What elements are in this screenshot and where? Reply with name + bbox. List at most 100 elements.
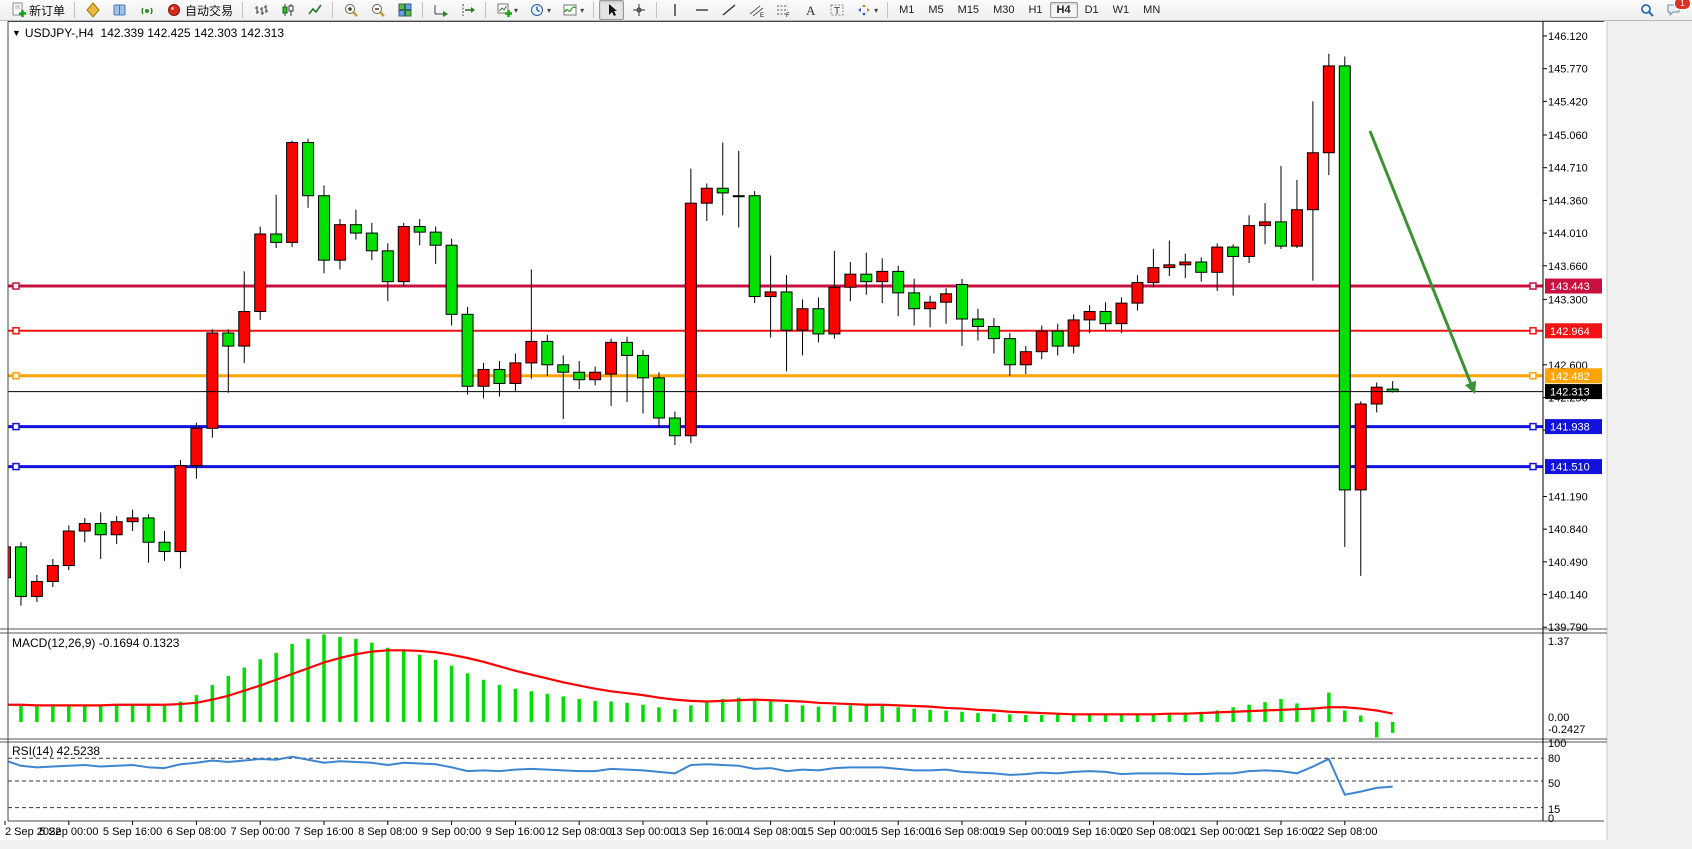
dropdown-caret-icon[interactable]: ▾ (547, 5, 552, 15)
clock-icon (528, 2, 545, 18)
window-right-margin (1607, 21, 1692, 849)
macd-histogram-bar (465, 673, 470, 722)
vline-button[interactable] (662, 0, 687, 20)
price-flag-label: 142.964 (1550, 326, 1590, 338)
new-chart-button[interactable]: ▾ (491, 0, 522, 20)
hline-handle[interactable] (1529, 422, 1537, 431)
price-axis[interactable]: 142.250141.900146.120145.770145.420145.0… (1543, 31, 1602, 634)
price-tick-label: 145.420 (1548, 96, 1588, 108)
new-order-button[interactable]: 新订单 (5, 0, 69, 20)
candle-body (1147, 267, 1160, 284)
macd-histogram-bar (1263, 702, 1267, 722)
search-button[interactable] (1634, 0, 1659, 20)
text-button[interactable]: A (797, 0, 822, 20)
hline-handle[interactable] (1529, 372, 1537, 380)
hline-button[interactable] (689, 0, 714, 20)
time-tick-label: 8 Sep 08:00 (358, 826, 417, 838)
timeframe-w1-button[interactable]: W1 (1112, 4, 1130, 16)
profile-button[interactable] (80, 0, 105, 20)
trend-arrow-object[interactable] (1368, 130, 1477, 394)
candle-body (1131, 282, 1144, 304)
arrow-head[interactable] (1464, 380, 1477, 394)
macd-histogram-bar (752, 698, 757, 722)
time-tick-label: 6 Sep 08:00 (167, 826, 226, 838)
macd-histogram-bar (625, 702, 629, 722)
timeframe-h1-button[interactable]: H1 (1028, 4, 1043, 16)
fibonacci-button[interactable]: F (770, 0, 795, 20)
macd-histogram-bar (481, 679, 486, 722)
zoom-in-icon (342, 2, 359, 18)
candle-body (238, 311, 251, 347)
notifications-button[interactable]: 1 (1661, 0, 1691, 20)
chart-canvas[interactable]: 142.250141.900146.120145.770145.420145.0… (0, 21, 1692, 849)
macd-histogram-bar (721, 698, 725, 722)
new-order-icon (9, 2, 26, 18)
candle-body (987, 325, 1000, 340)
macd-histogram-bar (51, 706, 55, 722)
candle-body (1243, 225, 1256, 257)
auto-trading-button[interactable]: 自动交易 (161, 0, 237, 20)
line-chart-button[interactable] (302, 0, 327, 20)
timeframe-m15-button[interactable]: M15 (957, 4, 980, 16)
arrow-shaft[interactable] (1368, 130, 1472, 384)
zoom-out-icon (369, 2, 386, 18)
rsi-axis-50: 50 (1548, 778, 1560, 790)
timeframe-h4-button[interactable]: H4 (1049, 2, 1078, 18)
hline-handle[interactable] (12, 372, 20, 380)
timeframe-m1-button[interactable]: M1 (899, 4, 915, 16)
candle-body (1179, 261, 1192, 266)
auto-scroll-button[interactable] (428, 0, 453, 20)
hline-handle[interactable] (1529, 462, 1537, 471)
dropdown-caret-icon[interactable]: ▾ (874, 5, 879, 15)
hline-handle[interactable] (1529, 282, 1537, 290)
macd-histogram-bar (689, 705, 693, 722)
arrows-button[interactable]: ▾ (851, 0, 882, 20)
macd-histogram-bar (370, 642, 374, 722)
candle-chart-button[interactable] (275, 0, 300, 20)
hline-handle[interactable] (12, 282, 20, 290)
market-watch-button[interactable] (107, 0, 132, 20)
template-button[interactable]: ▾ (557, 0, 588, 20)
timeframe-mn-button[interactable]: MN (1143, 4, 1161, 16)
candle-body (876, 270, 889, 283)
cursor-button[interactable] (599, 0, 625, 20)
zoom-out-button[interactable] (365, 0, 390, 20)
zoom-in-button[interactable] (338, 0, 363, 20)
line-chart-icon (306, 2, 323, 18)
dropdown-caret-icon[interactable]: ▾ (514, 5, 519, 15)
channel-icon: E (747, 2, 764, 19)
candle-body (844, 273, 857, 288)
candle-body (764, 291, 777, 298)
svg-text:F: F (786, 13, 790, 18)
hline-handle[interactable] (1529, 327, 1537, 335)
macd-histogram-bar (561, 696, 565, 722)
dropdown-caret-icon[interactable]: ▾ (580, 5, 585, 15)
price-tick-label: 144.360 (1548, 195, 1588, 207)
macd-histogram-bar (497, 684, 502, 722)
trendline-button[interactable] (716, 0, 741, 20)
hline-handle[interactable] (12, 327, 20, 335)
candle-body (956, 283, 968, 320)
timeframe-m5-button[interactable]: M5 (928, 4, 944, 16)
macd-signal-line (8, 649, 1393, 716)
chart-shift-button[interactable] (455, 0, 480, 20)
candle-body (222, 332, 235, 347)
macd-histogram-bar (162, 706, 167, 722)
chart-window[interactable]: 142.250141.900146.120145.770145.420145.0… (0, 21, 1692, 849)
tile-windows-button[interactable] (392, 0, 417, 20)
label-button[interactable]: T (824, 0, 849, 20)
period-button[interactable]: ▾ (524, 0, 555, 20)
bar-chart-button[interactable] (248, 0, 273, 20)
candle-body (700, 187, 713, 204)
candle-body (30, 580, 43, 597)
macd-histogram-bar (1024, 714, 1028, 722)
hline-handle[interactable] (12, 462, 20, 471)
timeframe-m30-button[interactable]: M30 (993, 4, 1015, 16)
crosshair-button[interactable] (626, 0, 651, 20)
candle-body (780, 291, 793, 331)
hline-handle[interactable] (12, 422, 20, 431)
signal-button[interactable] (134, 0, 159, 20)
timeframe-d1-button[interactable]: D1 (1084, 4, 1099, 16)
channel-button[interactable]: E (743, 0, 768, 20)
